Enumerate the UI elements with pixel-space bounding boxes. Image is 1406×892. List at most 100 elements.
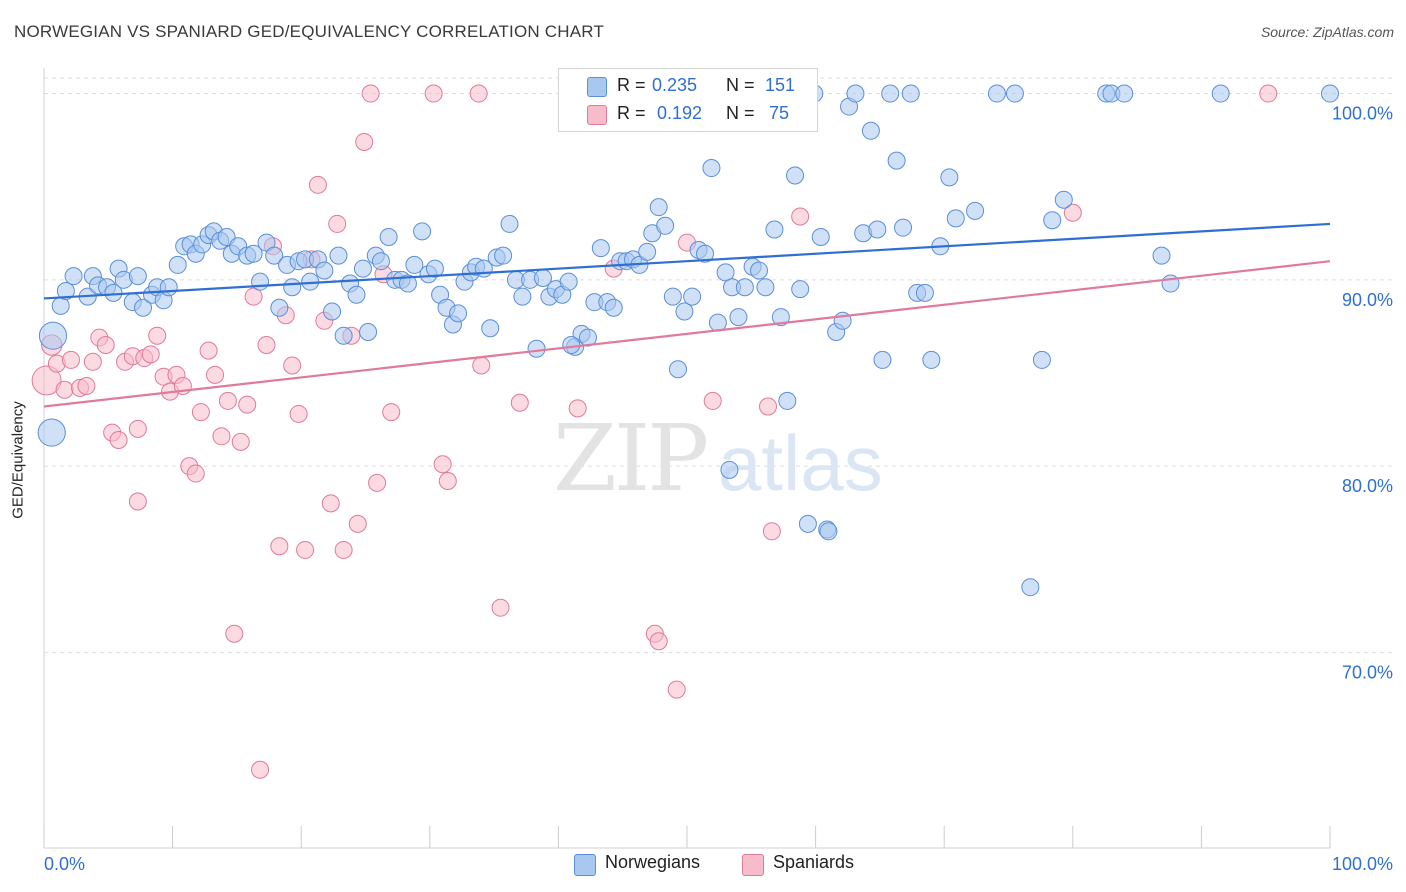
norwegians-point (64, 267, 83, 286)
spaniards-point (251, 760, 270, 779)
spaniards-point (321, 494, 340, 513)
norwegians-point (798, 514, 817, 533)
spaniards-swatch (742, 854, 764, 876)
spaniards-point (199, 341, 218, 360)
norwegians-point (887, 151, 906, 170)
spaniards-point (206, 365, 225, 384)
norwegians-point (946, 209, 965, 228)
legend-label: Spaniards (773, 852, 855, 872)
spaniards-point (257, 336, 276, 355)
spaniards-point (328, 214, 347, 233)
spaniards-point (77, 377, 96, 396)
spaniards-point (31, 365, 62, 396)
norwegians-point (771, 308, 790, 327)
norwegians-point (159, 278, 178, 297)
norwegians-point (1152, 246, 1171, 265)
n-label: N = (726, 75, 755, 95)
spaniards-point (1259, 84, 1278, 103)
norwegians-point (940, 168, 959, 187)
norwegians-point (922, 350, 941, 369)
y-tick-label: 100.0% (1332, 104, 1393, 124)
norwegians-points (37, 84, 1339, 597)
spaniards-point (296, 540, 315, 559)
norwegians-point (265, 246, 284, 265)
norwegians-point (128, 267, 147, 286)
spaniards-point (759, 397, 778, 416)
norwegians-point (371, 252, 390, 271)
spaniards-point (1063, 203, 1082, 222)
norwegians-point (500, 214, 519, 233)
norwegians-point (559, 272, 578, 291)
x-tick-label: 100.0% (1332, 854, 1393, 874)
norwegians-point (315, 261, 334, 280)
spaniards-trend-line (43, 260, 1331, 408)
norwegians-point (861, 121, 880, 140)
spaniards-point (355, 132, 374, 151)
spaniards-point (472, 356, 491, 375)
spaniards-point (334, 540, 353, 559)
norwegians-point (901, 84, 920, 103)
norwegians-point (604, 298, 623, 317)
spaniards-point (703, 391, 722, 410)
norwegians-point (398, 274, 417, 293)
spaniards-point (128, 492, 147, 511)
norwegians-point (663, 287, 682, 306)
legend-label: Norwegians (605, 852, 701, 872)
n-value: 151 (765, 75, 796, 95)
norwegians-point (649, 198, 668, 217)
norwegians-point (1043, 211, 1062, 230)
trend-lines (43, 222, 1331, 408)
norwegians-point (656, 216, 675, 235)
norwegians-point (720, 460, 739, 479)
source-note: Source: ZipAtlas.com (1260, 24, 1394, 40)
norwegians-point (283, 278, 302, 297)
r-label: R = (617, 75, 646, 95)
norwegians-point (765, 220, 784, 239)
norwegians-point (846, 84, 865, 103)
norwegians-point (481, 319, 500, 338)
norwegians-point (591, 239, 610, 258)
norwegians-point (786, 166, 805, 185)
spaniards-point (283, 356, 302, 375)
norwegians-point (1211, 84, 1230, 103)
norwegians-point (379, 227, 398, 246)
norwegians-point (449, 304, 468, 323)
y-tick-label: 90.0% (1342, 290, 1393, 310)
spaniards-point (289, 404, 308, 423)
spaniards-point (270, 537, 289, 556)
y-tick-label: 70.0% (1342, 662, 1393, 682)
watermark: ZIP atlas (553, 405, 883, 512)
spaniards-point (424, 84, 443, 103)
spaniards-point (469, 84, 488, 103)
norwegians-point (244, 244, 263, 263)
spaniards-point (55, 380, 74, 399)
spaniards-point (649, 632, 668, 651)
y-tick-label: 80.0% (1342, 476, 1393, 496)
spaniards-point (361, 84, 380, 103)
norwegians-point (513, 287, 532, 306)
norwegians-point (37, 418, 66, 447)
norwegians-point (987, 84, 1006, 103)
norwegians-point (1115, 84, 1134, 103)
spaniards-point (348, 514, 367, 533)
spaniards-point (231, 432, 250, 451)
spaniards-point (96, 336, 115, 355)
norwegians-point (425, 259, 444, 278)
norwegians-point (1005, 84, 1024, 103)
norwegians-point (353, 259, 372, 278)
r-label: R = (617, 103, 646, 123)
spaniards-point (568, 399, 587, 418)
norwegians-point (562, 336, 581, 355)
norwegians-point (696, 244, 715, 263)
norwegians-point (527, 339, 546, 358)
norwegians-point (270, 298, 289, 317)
norwegians-point (966, 201, 985, 220)
spaniards-point (128, 419, 147, 438)
tick-labels: 100.0% 90.0% 80.0% 70.0% 0.0% 100.0% (44, 104, 1393, 874)
spaniards-swatch (587, 105, 607, 125)
norwegians-point (702, 159, 721, 178)
spaniards-point (438, 472, 457, 491)
r-value: 0.192 (657, 103, 703, 123)
norwegians-point (405, 255, 424, 274)
